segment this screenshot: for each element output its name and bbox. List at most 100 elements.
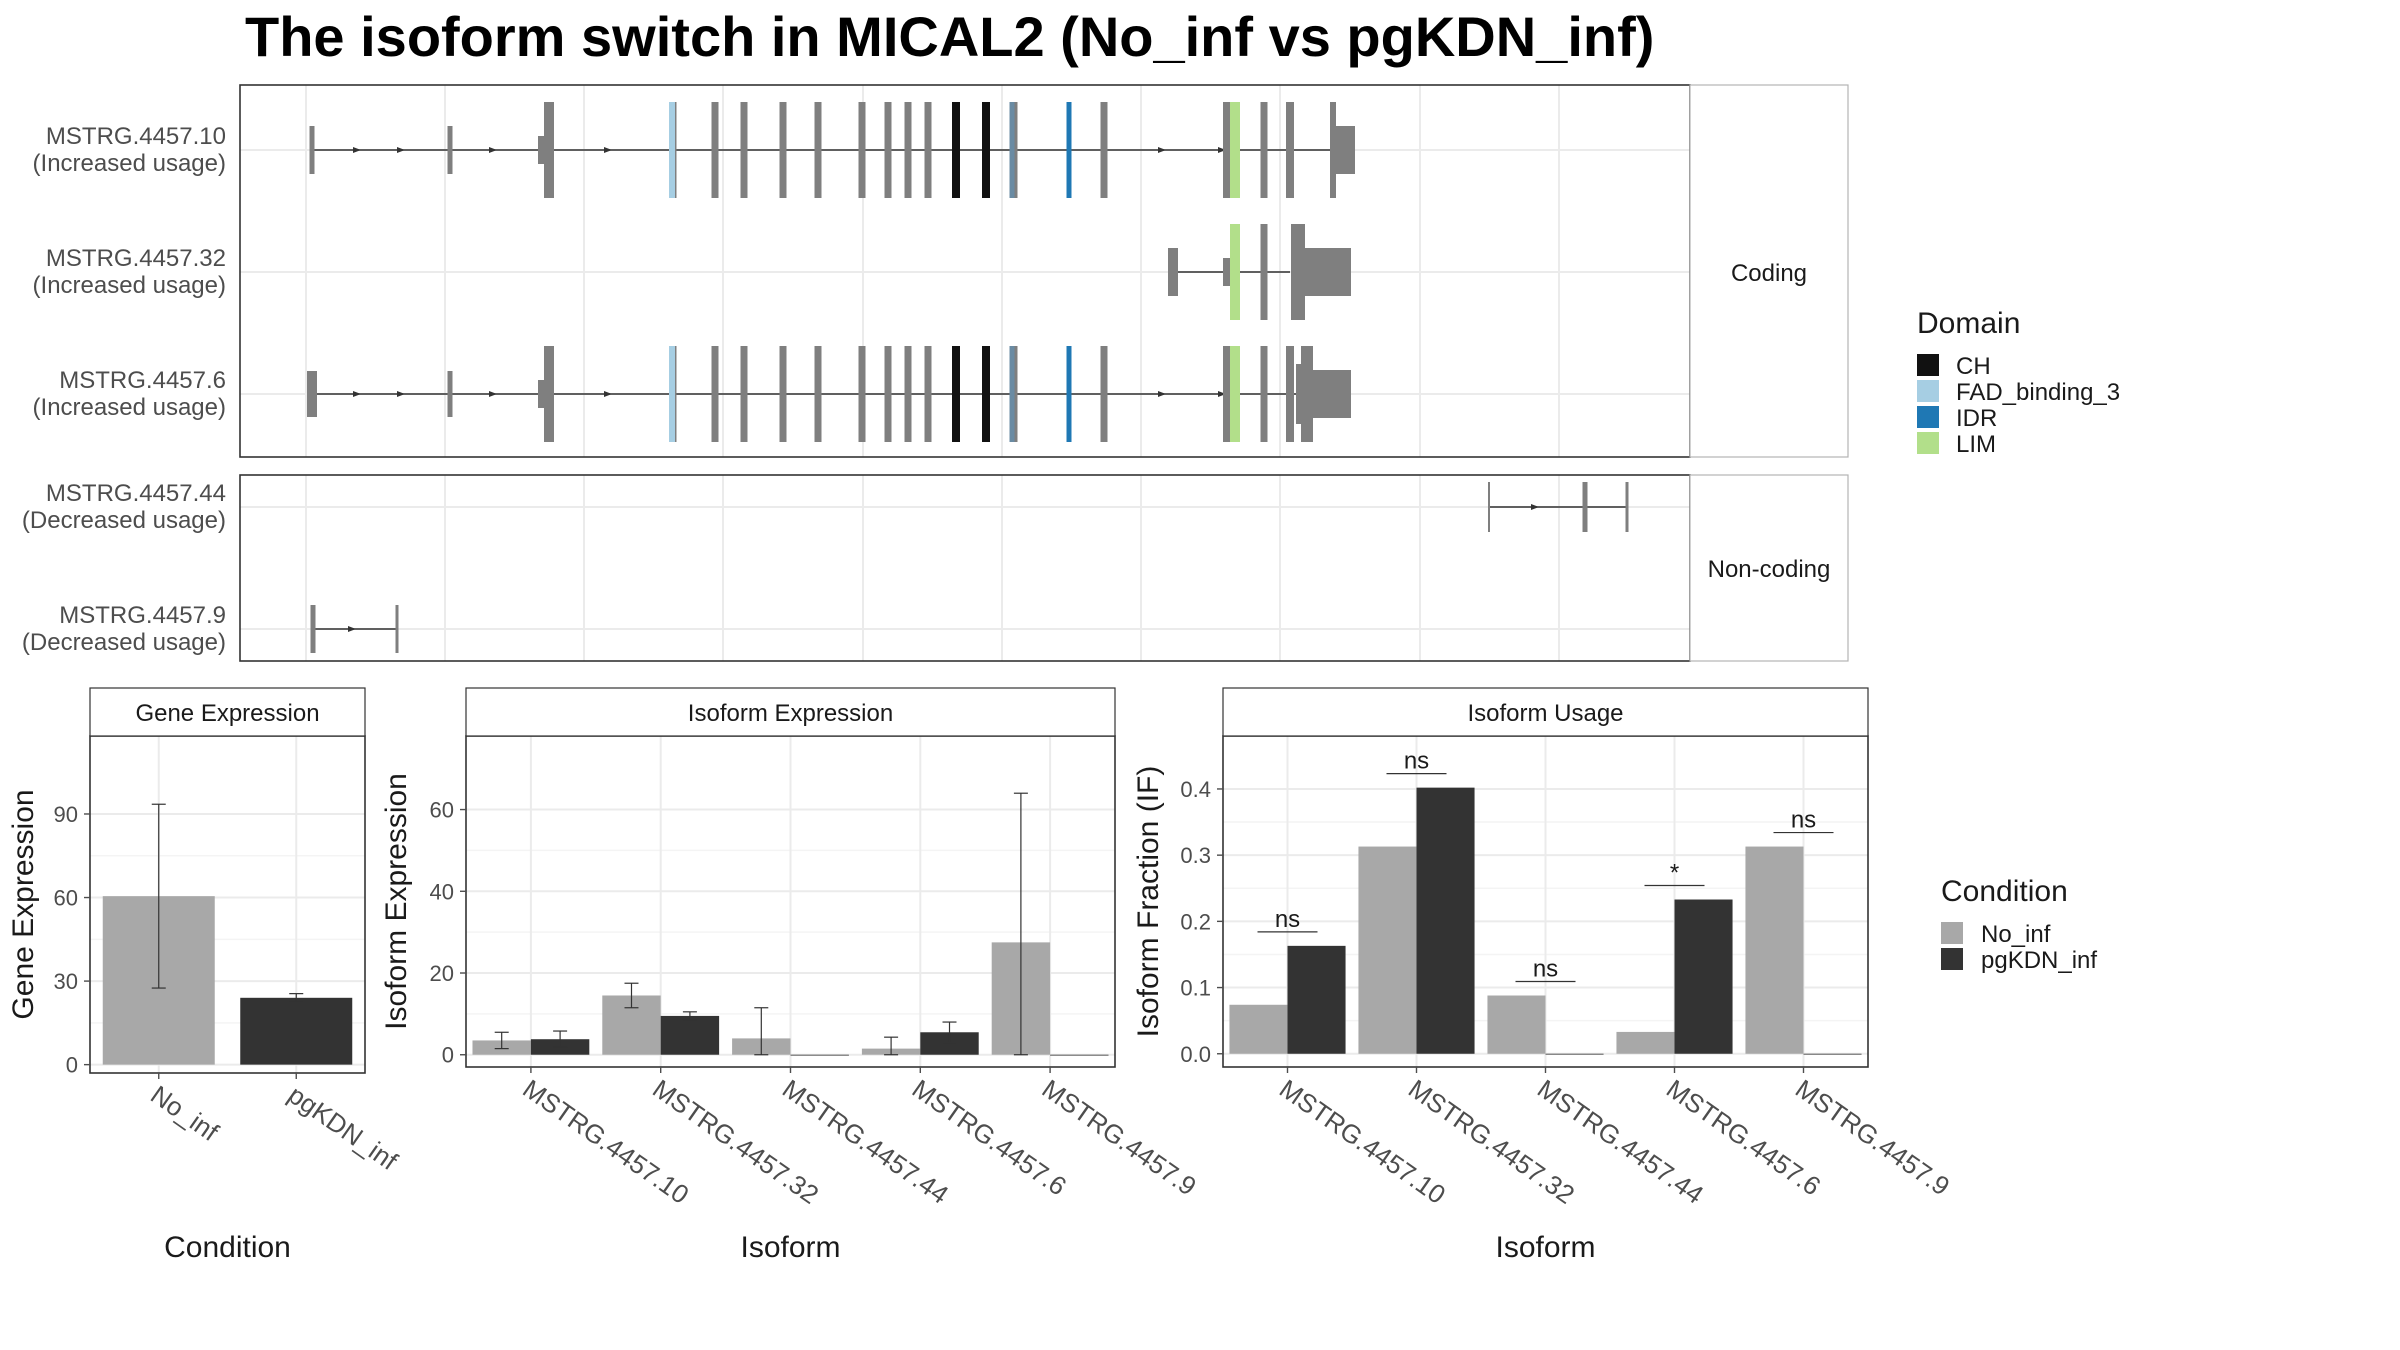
y-tick-label: 0.2 — [1180, 909, 1211, 934]
facet-strip — [1689, 474, 1849, 662]
domain-legend-label: CH — [1956, 353, 1991, 380]
facet-strip — [1689, 84, 1849, 458]
condition-legend-label: No_inf — [1981, 921, 2051, 948]
bar — [240, 997, 353, 1065]
exon — [884, 346, 892, 442]
panel-strip — [89, 687, 366, 737]
significance-label: ns — [1791, 807, 1816, 834]
y-tick-label: 60 — [430, 798, 454, 823]
exon — [395, 605, 399, 653]
bar — [1358, 846, 1417, 1054]
bar — [1487, 995, 1546, 1054]
isoform-row-label: MSTRG.4457.44 — [46, 480, 226, 507]
fad-binding-domain — [669, 346, 675, 442]
exon — [1223, 102, 1231, 198]
y-tick-label: 30 — [54, 969, 78, 994]
domain-legend-swatch — [1917, 380, 1939, 402]
isoform-usage-label: (Increased usage) — [33, 272, 226, 299]
x-axis-title: Isoform — [740, 1231, 840, 1264]
y-axis-title: Isoform Fraction (IF) — [1132, 766, 1165, 1038]
exon — [1488, 482, 1490, 532]
intron-direction-arrow — [604, 391, 612, 397]
fad-binding-domain — [1009, 102, 1015, 198]
exon — [447, 371, 453, 417]
isoform-usage-label: (Increased usage) — [33, 394, 226, 421]
exon — [310, 605, 316, 653]
y-tick-label: 0 — [442, 1043, 454, 1068]
exon — [538, 380, 544, 408]
exon — [814, 346, 822, 442]
intron-direction-arrow — [397, 391, 405, 397]
exon — [307, 371, 317, 417]
bar — [1050, 1054, 1109, 1056]
intron-direction-arrow — [1218, 391, 1226, 397]
bar — [1674, 899, 1733, 1054]
domain-legend-label: IDR — [1956, 405, 1997, 432]
lim-domain — [1230, 224, 1240, 320]
bar — [660, 1015, 720, 1055]
exon — [1168, 248, 1178, 296]
exon — [1286, 102, 1294, 198]
intron-direction-arrow — [604, 147, 612, 153]
bar — [1229, 1004, 1288, 1054]
exon — [1260, 346, 1268, 442]
exon — [711, 102, 719, 198]
condition-legend-title: Condition — [1941, 875, 2068, 908]
exon — [858, 346, 866, 442]
bar — [1745, 846, 1804, 1054]
y-axis-title: Gene Expression — [7, 789, 40, 1019]
significance-label: * — [1670, 860, 1679, 887]
panel-strip-label: Isoform Usage — [1467, 700, 1623, 727]
exon — [1333, 126, 1355, 174]
panel-strip — [1222, 687, 1869, 737]
y-tick-label: 60 — [54, 886, 78, 911]
exon — [544, 346, 554, 442]
exon — [538, 136, 544, 164]
condition-legend-swatch — [1941, 922, 1963, 944]
domain-legend-swatch — [1917, 354, 1939, 376]
exon — [924, 102, 932, 198]
x-axis-title: Condition — [164, 1231, 291, 1264]
y-tick-label: 0.0 — [1180, 1042, 1211, 1067]
condition-legend-label: pgKDN_inf — [1981, 947, 2097, 974]
exon — [740, 102, 748, 198]
intron-direction-arrow — [1158, 391, 1166, 397]
y-tick-label: 90 — [54, 802, 78, 827]
intron-direction-arrow — [1158, 147, 1166, 153]
bar — [1545, 1053, 1604, 1055]
y-axis-title: Isoform Expression — [380, 773, 413, 1030]
exon — [1100, 346, 1108, 442]
exon — [779, 102, 787, 198]
domain-legend-swatch — [1917, 432, 1939, 454]
y-tick-label: 0.4 — [1180, 777, 1211, 802]
intron-direction-arrow — [1531, 504, 1539, 510]
exon — [904, 346, 912, 442]
fad-binding-domain — [669, 102, 675, 198]
exon — [1582, 482, 1588, 532]
domain-legend-label: FAD_binding_3 — [1956, 379, 2120, 406]
isoform-usage-label: (Decreased usage) — [22, 629, 226, 656]
significance-label: ns — [1404, 748, 1429, 775]
isoform-row-label: MSTRG.4457.9 — [59, 602, 226, 629]
ch-domain — [952, 102, 960, 198]
exon — [1223, 346, 1231, 442]
exon — [814, 102, 822, 198]
isoform-row-label: MSTRG.4457.10 — [46, 123, 226, 150]
idr-domain — [1066, 346, 1072, 442]
figure-title: The isoform switch in MICAL2 (No_inf vs … — [245, 5, 1654, 68]
intron-direction-arrow — [353, 391, 361, 397]
intron-direction-arrow — [348, 626, 356, 632]
exon — [711, 346, 719, 442]
domain-legend-swatch — [1917, 406, 1939, 428]
x-tick-label: pgKDN_inf — [283, 1079, 404, 1176]
exon — [309, 126, 315, 174]
intron-direction-arrow — [489, 147, 497, 153]
intron-direction-arrow — [353, 147, 361, 153]
exon — [447, 126, 453, 174]
ch-domain — [952, 346, 960, 442]
exon — [1286, 346, 1294, 442]
x-tick-label: No_inf — [145, 1079, 224, 1147]
exon — [779, 346, 787, 442]
exon — [1260, 224, 1268, 320]
y-tick-label: 0 — [66, 1053, 78, 1078]
